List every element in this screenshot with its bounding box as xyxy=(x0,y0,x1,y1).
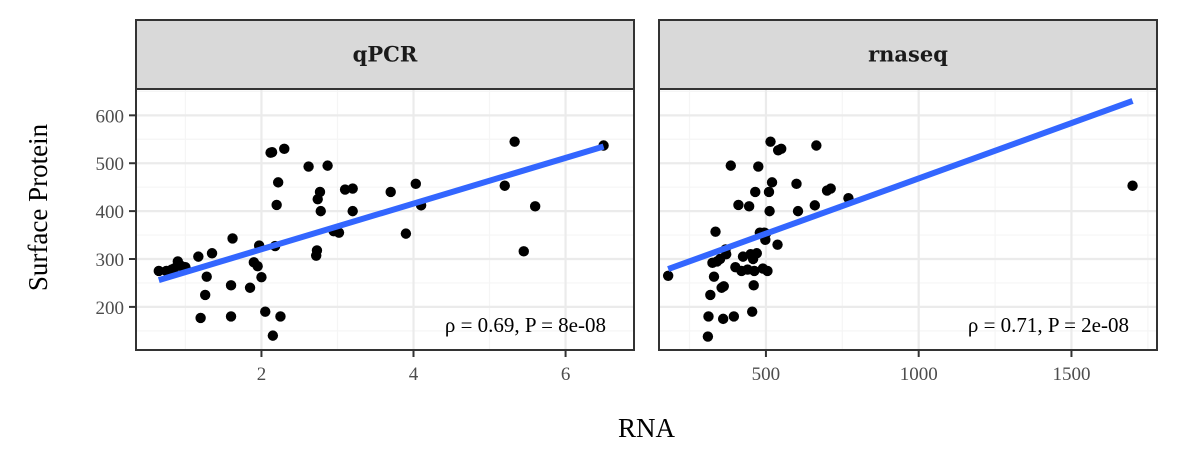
data-point xyxy=(266,147,278,158)
data-point xyxy=(314,186,326,198)
facet-strip-label: qPCR xyxy=(353,42,418,67)
data-point xyxy=(662,270,674,281)
data-point xyxy=(766,177,778,188)
data-point xyxy=(725,160,736,171)
data-point xyxy=(244,282,256,293)
data-point xyxy=(499,180,510,191)
data-point xyxy=(195,312,206,324)
data-point xyxy=(267,330,279,341)
data-point xyxy=(762,265,773,277)
facet-strip xyxy=(658,19,1158,90)
y-tick-label: 200 xyxy=(96,298,125,319)
data-point xyxy=(518,246,529,257)
x-tick-label: 1000 xyxy=(900,364,938,385)
data-point xyxy=(256,272,267,283)
data-point xyxy=(347,183,358,194)
data-point xyxy=(347,205,358,217)
x-tick-label: 6 xyxy=(561,364,571,385)
data-point xyxy=(733,199,744,211)
y-tick-label: 400 xyxy=(96,202,125,223)
data-point xyxy=(271,199,282,211)
facet-strip xyxy=(135,19,635,90)
data-point xyxy=(772,239,783,250)
x-tick-label: 2 xyxy=(257,364,267,385)
data-point xyxy=(193,251,204,262)
data-point xyxy=(710,226,721,237)
x-tick-label: 500 xyxy=(752,364,781,385)
correlation-annotation: ρ = 0.71, P = 2e-08 xyxy=(968,313,1129,337)
x-tick-label: 1500 xyxy=(1052,364,1090,385)
data-point xyxy=(385,186,396,198)
data-point xyxy=(529,201,541,212)
y-tick-label: 600 xyxy=(96,106,125,127)
data-point xyxy=(703,311,714,322)
data-point xyxy=(746,306,758,317)
facet-strip-label: rnaseq xyxy=(868,42,948,67)
data-point xyxy=(811,140,822,151)
data-point xyxy=(201,271,212,282)
data-point xyxy=(400,228,412,239)
data-point xyxy=(748,280,759,291)
panel-background xyxy=(659,89,1157,350)
data-point xyxy=(322,160,333,171)
data-point xyxy=(705,289,716,301)
data-point xyxy=(728,311,740,322)
data-point xyxy=(410,178,421,190)
data-point xyxy=(743,201,755,212)
data-point xyxy=(825,183,836,194)
data-point xyxy=(225,280,237,291)
data-point xyxy=(252,260,263,272)
data-point xyxy=(708,271,720,282)
data-point xyxy=(303,161,314,172)
correlation-annotation: ρ = 0.69, P = 8e-08 xyxy=(445,313,606,337)
data-point xyxy=(792,205,804,217)
data-point xyxy=(763,186,775,198)
data-point xyxy=(311,245,323,256)
data-point xyxy=(1127,180,1138,191)
x-tick-label: 4 xyxy=(409,364,419,385)
data-point xyxy=(168,263,180,274)
y-axis-title: Surface Protein xyxy=(23,123,53,291)
data-point xyxy=(776,143,787,155)
data-point xyxy=(791,178,802,190)
data-point xyxy=(717,313,729,325)
data-point xyxy=(765,136,776,147)
data-point xyxy=(206,248,218,259)
data-point xyxy=(749,265,760,277)
regression-line xyxy=(157,143,605,283)
data-point xyxy=(272,177,284,188)
data-point xyxy=(333,227,345,238)
data-point xyxy=(279,143,290,155)
data-point xyxy=(764,205,775,217)
data-point xyxy=(509,136,520,147)
data-point xyxy=(153,265,165,277)
y-tick-label: 300 xyxy=(96,250,125,271)
panel-background xyxy=(136,89,634,350)
data-point xyxy=(199,289,211,301)
data-point xyxy=(809,200,821,211)
data-point xyxy=(339,184,351,195)
data-point xyxy=(260,306,271,317)
data-point xyxy=(718,281,729,292)
data-point xyxy=(225,311,237,322)
data-point xyxy=(753,161,764,172)
data-point xyxy=(227,233,238,244)
data-point xyxy=(751,248,762,259)
data-point xyxy=(750,186,761,198)
x-axis-title: RNA xyxy=(618,413,676,443)
data-point xyxy=(275,311,286,322)
data-point xyxy=(702,331,714,342)
data-point xyxy=(315,205,326,217)
regression-line xyxy=(667,98,1134,272)
y-tick-label: 500 xyxy=(96,154,125,175)
